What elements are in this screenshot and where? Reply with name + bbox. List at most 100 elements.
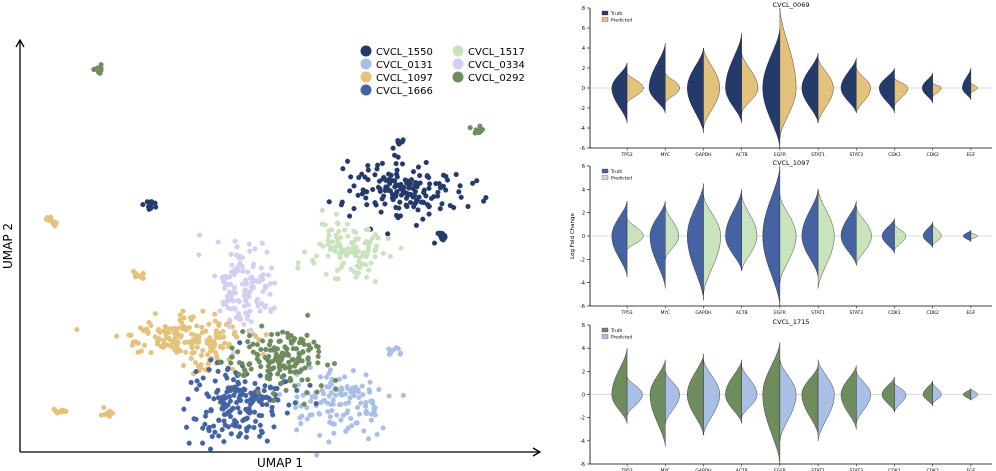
scatter-point bbox=[269, 366, 275, 372]
scatter-point bbox=[298, 421, 304, 427]
scatter-point bbox=[328, 247, 334, 253]
scatter-point bbox=[426, 203, 432, 209]
scatter-point bbox=[326, 199, 332, 205]
scatter-point bbox=[295, 265, 301, 271]
scatter-point bbox=[368, 260, 374, 266]
scatter-point bbox=[372, 172, 378, 178]
scatter-point bbox=[412, 182, 418, 188]
scatter-point bbox=[408, 177, 415, 183]
scatter-point bbox=[374, 431, 380, 437]
violin-truth-actb bbox=[725, 32, 742, 124]
scatter-point bbox=[325, 253, 331, 259]
scatter-point bbox=[345, 233, 351, 239]
scatter-point bbox=[237, 253, 243, 259]
scatter-point bbox=[235, 405, 241, 411]
scatter-point bbox=[363, 372, 369, 378]
y-tick-label: 2 bbox=[582, 66, 585, 72]
scatter-point bbox=[314, 389, 320, 395]
violin-truth-stat3 bbox=[840, 365, 857, 430]
scatter-point bbox=[356, 255, 362, 261]
scatter-point bbox=[416, 194, 422, 200]
violin-truth-gapdh bbox=[687, 353, 704, 436]
scatter-point bbox=[235, 349, 241, 355]
scatter-point bbox=[98, 65, 104, 71]
scatter-point bbox=[276, 364, 283, 370]
x-tick-label: STAT3 bbox=[849, 468, 863, 471]
scatter-point bbox=[379, 196, 385, 202]
scatter-point bbox=[259, 240, 265, 246]
legend-marker-cvcl-1666 bbox=[360, 84, 372, 96]
scatter-point bbox=[360, 187, 366, 193]
legend-truth-label: Truth bbox=[610, 11, 623, 17]
y-tick-label: 2 bbox=[582, 369, 585, 375]
violin-predicted-gapdh bbox=[703, 47, 720, 129]
scatter-point bbox=[313, 343, 320, 349]
x-tick-label: STAT3 bbox=[849, 310, 863, 316]
scatter-point bbox=[348, 266, 354, 272]
scatter-point bbox=[307, 382, 313, 388]
scatter-point bbox=[198, 352, 204, 358]
scatter-point bbox=[481, 198, 487, 204]
scatter-point bbox=[183, 349, 189, 355]
scatter-point bbox=[413, 222, 419, 228]
scatter-point bbox=[200, 440, 206, 446]
scatter-point bbox=[246, 361, 252, 367]
y-axis-arrow bbox=[15, 38, 25, 48]
violin-truth-egf bbox=[963, 388, 972, 401]
scatter-point bbox=[236, 381, 242, 387]
scatter-point bbox=[256, 398, 262, 404]
scatter-point bbox=[398, 245, 404, 251]
scatter-point bbox=[236, 395, 242, 401]
violin-title: CVCL_0069 bbox=[773, 1, 810, 9]
scatter-point bbox=[221, 439, 227, 445]
scatter-point bbox=[246, 405, 252, 411]
scatter-point bbox=[196, 333, 202, 339]
scatter-point bbox=[356, 265, 363, 271]
scatter-point bbox=[135, 349, 141, 355]
scatter-point bbox=[262, 285, 269, 291]
scatter-point bbox=[248, 366, 254, 372]
scatter-point bbox=[259, 323, 265, 329]
scatter-point bbox=[322, 222, 328, 228]
scatter-point bbox=[177, 312, 183, 318]
scatter-point bbox=[361, 428, 367, 434]
scatter-point bbox=[246, 293, 252, 300]
scatter-point bbox=[393, 345, 399, 351]
scatter-point bbox=[370, 400, 376, 407]
scatter-point bbox=[382, 188, 388, 194]
scatter-point bbox=[297, 415, 303, 421]
scatter-point bbox=[220, 328, 226, 334]
scatter-point bbox=[403, 195, 410, 201]
scatter-point bbox=[376, 386, 382, 392]
violin-predicted-myc bbox=[665, 371, 680, 424]
scatter-point bbox=[242, 387, 248, 393]
scatter-point bbox=[362, 240, 368, 246]
scatter-point bbox=[346, 399, 352, 405]
scatter-point bbox=[251, 261, 257, 267]
scatter-point bbox=[272, 386, 278, 392]
scatter-point bbox=[213, 330, 219, 336]
scatter-point bbox=[180, 362, 187, 369]
scatter-point bbox=[243, 277, 249, 283]
scatter-point bbox=[451, 205, 457, 211]
violin-predicted-egfr bbox=[779, 7, 797, 139]
scatter-point bbox=[185, 396, 191, 402]
scatter-point bbox=[286, 359, 292, 365]
y-tick-label: 4 bbox=[582, 346, 585, 352]
scatter-point bbox=[378, 209, 384, 215]
scatter-point bbox=[349, 423, 355, 429]
scatter-point bbox=[246, 241, 252, 247]
scatter-point bbox=[148, 322, 154, 328]
scatter-point bbox=[344, 221, 350, 227]
scatter-point bbox=[399, 161, 406, 167]
scatter-point bbox=[355, 192, 361, 198]
scatter-point bbox=[193, 369, 199, 375]
scatter-point bbox=[365, 245, 371, 251]
scatter-point bbox=[351, 183, 357, 189]
scatter-point bbox=[233, 314, 239, 320]
legend-predicted-swatch bbox=[601, 17, 609, 22]
scatter-point bbox=[267, 291, 273, 297]
scatter-point bbox=[292, 404, 299, 411]
scatter-point bbox=[323, 374, 330, 380]
scatter-point bbox=[394, 171, 400, 177]
